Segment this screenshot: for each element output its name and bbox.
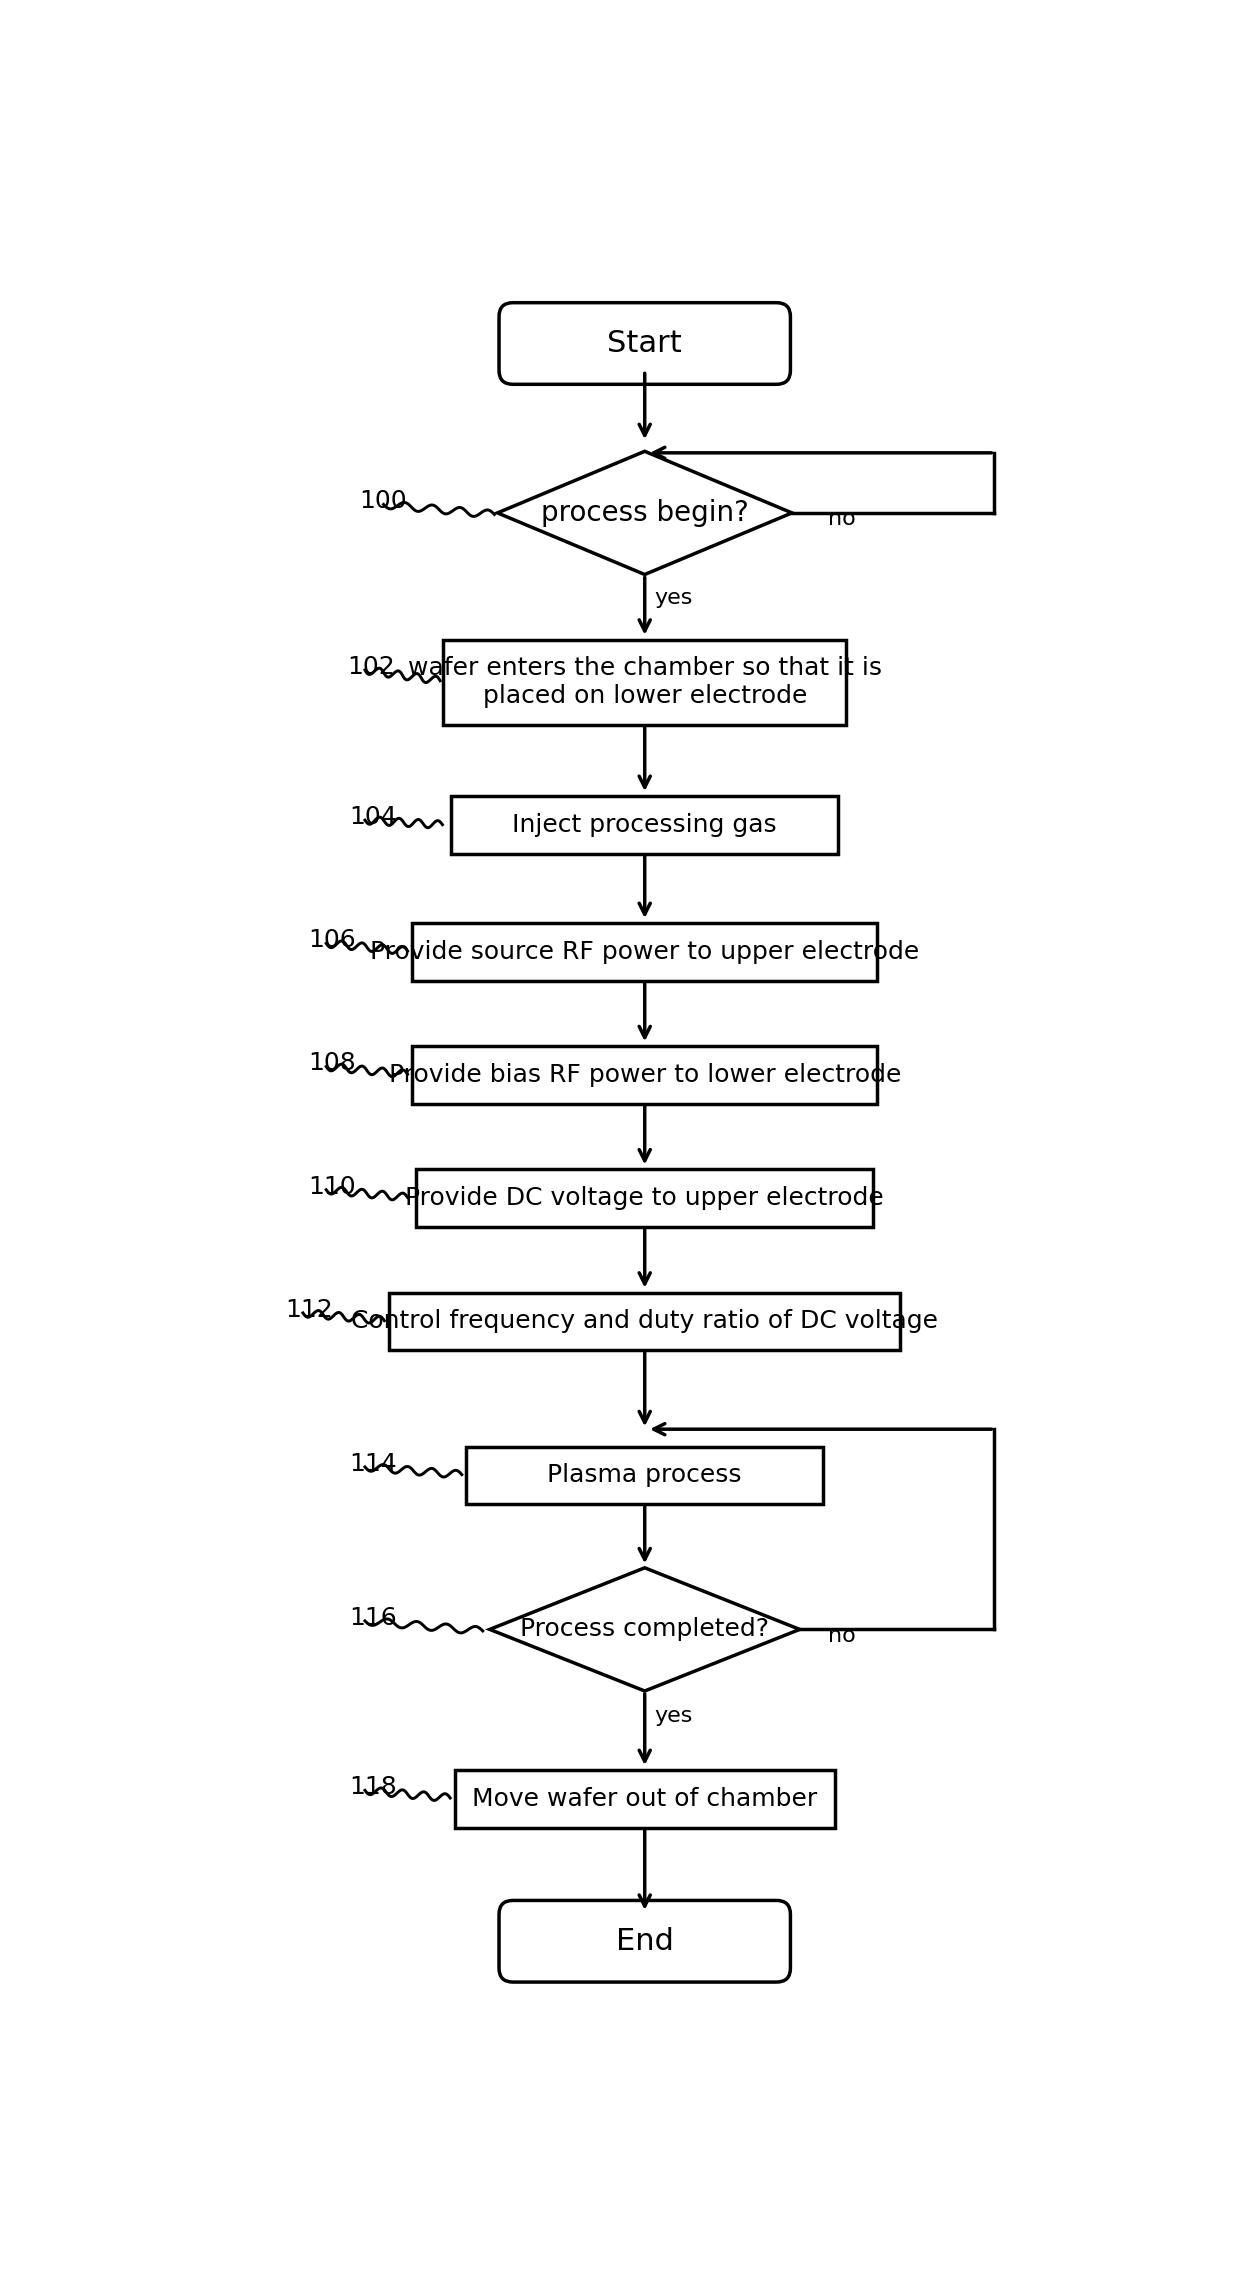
Bar	[389, 1293, 901, 1350]
Text: no: no	[828, 1625, 855, 1645]
Text: 118: 118	[350, 1775, 398, 1798]
Text: no: no	[828, 510, 855, 530]
Text: 102: 102	[347, 656, 395, 679]
Text: 110: 110	[308, 1174, 356, 1200]
Bar	[416, 1170, 873, 1227]
Bar	[443, 640, 847, 724]
Text: 104: 104	[350, 804, 398, 829]
Text: 114: 114	[350, 1451, 398, 1476]
Text: wafer enters the chamber so that it is
placed on lower electrode: wafer enters the chamber so that it is p…	[408, 656, 882, 708]
Text: Provide DC voltage to upper electrode: Provide DC voltage to upper electrode	[405, 1186, 884, 1211]
Text: yes: yes	[655, 1707, 693, 1727]
FancyBboxPatch shape	[499, 1901, 790, 1981]
Bar	[467, 1446, 823, 1504]
Text: Process completed?: Process completed?	[521, 1618, 769, 1641]
Text: Provide bias RF power to lower electrode: Provide bias RF power to lower electrode	[389, 1063, 901, 1088]
Bar	[450, 795, 839, 855]
Text: process begin?: process begin?	[541, 498, 749, 528]
Text: Provide source RF power to upper electrode: Provide source RF power to upper electro…	[370, 939, 920, 964]
Bar	[413, 1047, 877, 1104]
Polygon shape	[489, 1568, 800, 1691]
Text: Inject processing gas: Inject processing gas	[512, 813, 777, 836]
Bar	[413, 923, 877, 980]
Text: Move wafer out of chamber: Move wafer out of chamber	[472, 1787, 818, 1810]
Text: Plasma process: Plasma process	[547, 1462, 742, 1488]
Text: 100: 100	[359, 489, 406, 514]
Bar	[455, 1771, 834, 1828]
Text: 106: 106	[308, 928, 356, 953]
Text: Control frequency and duty ratio of DC voltage: Control frequency and duty ratio of DC v…	[351, 1309, 938, 1334]
FancyBboxPatch shape	[499, 302, 790, 384]
Text: 108: 108	[308, 1051, 356, 1076]
Text: Start: Start	[608, 329, 682, 359]
Text: End: End	[615, 1926, 674, 1956]
Text: 112: 112	[286, 1298, 333, 1321]
Text: yes: yes	[655, 587, 693, 608]
Text: 116: 116	[350, 1606, 398, 1629]
Polygon shape	[497, 452, 793, 574]
